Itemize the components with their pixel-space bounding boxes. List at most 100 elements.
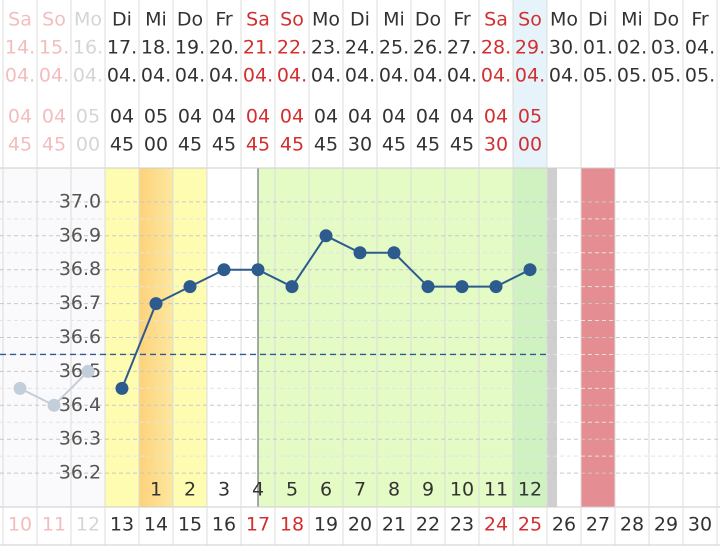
weekday-label: Fr [453,9,471,31]
temperature-point [251,263,265,277]
y-tick-label: 36.3 [59,428,101,450]
month-day: 14 [144,514,168,536]
cycle-day: 3 [218,479,230,501]
month-day: 29 [654,514,678,536]
month-day: 22 [416,514,440,536]
date-label: 02. [617,37,647,59]
month-label: 05. [651,65,681,87]
cycle-day: 12 [518,479,542,501]
month-day: 15 [178,514,202,536]
hour-label: 04 [348,106,372,128]
temperature-point [523,263,537,277]
month-day: 20 [348,514,372,536]
date-label: 24. [345,37,375,59]
hour-label: 05 [144,106,168,128]
month-label: 04. [345,65,375,87]
minute-label: 45 [246,134,270,156]
temperature-point [455,280,469,294]
weekday-label: Mo [74,9,102,31]
weekday-label: So [280,9,304,31]
month-day: 10 [8,514,32,536]
weekday-label: Mi [145,9,167,31]
date-label: 27. [447,37,477,59]
cycle-day: 11 [484,479,508,501]
month-day: 12 [76,514,100,536]
month-label: 04. [413,65,443,87]
date-label: 18. [141,37,171,59]
month-label: 04. [243,65,273,87]
weekday-label: Sa [8,9,32,31]
weekday-label: Di [350,9,370,31]
weekday-label: Di [112,9,132,31]
minute-label: 45 [8,134,32,156]
hour-label: 04 [484,106,508,128]
month-label: 05. [685,65,715,87]
y-tick-label: 36.7 [59,292,101,314]
date-label: 01. [583,37,613,59]
hour-label: 04 [212,106,236,128]
temperature-point [285,280,299,294]
hour-label: 04 [178,106,202,128]
weekday-label: Sa [246,9,270,31]
date-label: 15. [39,37,69,59]
cycle-day: 8 [388,479,400,501]
month-day: 27 [586,514,610,536]
month-day: 24 [484,514,508,536]
month-day: 11 [42,514,66,536]
minute-label: 45 [110,134,134,156]
weekday-label: Mo [312,9,340,31]
cycle-day: 5 [286,479,298,501]
temperature-point [47,398,61,412]
month-label: 04. [73,65,103,87]
y-tick-label: 36.8 [59,258,101,280]
month-label: 05. [617,65,647,87]
temperature-point [13,381,27,395]
minute-label: 00 [518,134,542,156]
hour-label: 04 [42,106,66,128]
hour-label: 04 [110,106,134,128]
minute-label: 45 [382,134,406,156]
hour-label: 04 [416,106,440,128]
date-label: 03. [651,37,681,59]
month-label: 04. [209,65,239,87]
cycle-day: 10 [450,479,474,501]
date-label: 30. [549,37,579,59]
hour-label: 05 [76,106,100,128]
date-label: 19. [175,37,205,59]
y-tick-label: 36.2 [59,462,101,484]
cycle-day: 2 [184,479,196,501]
minute-label: 45 [416,134,440,156]
month-day: 25 [518,514,542,536]
date-label: 14. [5,37,35,59]
weekday-label: Mi [621,9,643,31]
hour-label: 04 [450,106,474,128]
y-tick-label: 36.4 [59,394,101,416]
month-day: 16 [212,514,236,536]
month-day: 13 [110,514,134,536]
hour-label: 04 [8,106,32,128]
month-label: 04. [39,65,69,87]
temperature-point [353,246,367,260]
minute-label: 00 [144,134,168,156]
date-label: 22. [277,37,307,59]
month-day: 19 [314,514,338,536]
today-header [513,0,547,168]
date-label: 26. [413,37,443,59]
month-label: 04. [515,65,545,87]
weekday-label: Sa [484,9,508,31]
date-label: 16. [73,37,103,59]
y-tick-label: 37.0 [59,190,101,212]
weekday-label: Do [415,9,441,31]
month-day: 28 [620,514,644,536]
temperature-point [183,280,197,294]
minute-label: 45 [212,134,236,156]
month-label: 05. [583,65,613,87]
date-label: 25. [379,37,409,59]
hour-label: 04 [246,106,270,128]
month-day: 26 [552,514,576,536]
hour-label: 04 [314,106,338,128]
month-day: 17 [246,514,270,536]
weekday-label: Fr [215,9,233,31]
cycle-day: 6 [320,479,332,501]
